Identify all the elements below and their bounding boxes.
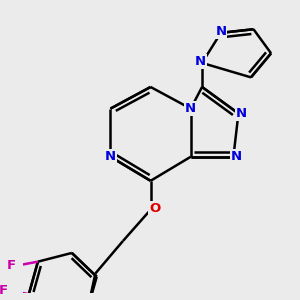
Text: O: O bbox=[149, 202, 160, 215]
Text: N: N bbox=[105, 150, 116, 163]
Text: F: F bbox=[7, 259, 16, 272]
Text: N: N bbox=[215, 25, 226, 38]
Text: N: N bbox=[195, 55, 206, 68]
Text: N: N bbox=[231, 150, 242, 163]
Text: N: N bbox=[236, 107, 247, 120]
Text: F: F bbox=[0, 284, 8, 297]
Text: N: N bbox=[185, 102, 196, 115]
